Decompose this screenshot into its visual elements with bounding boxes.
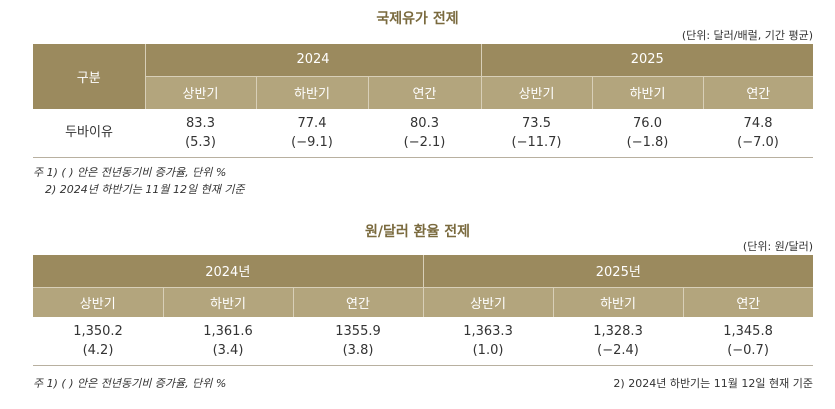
fx-cell: 1,350.2 (4.2) — [33, 317, 163, 366]
oil-unit-label: (단위: 달러/배럴, 기간 평균) — [681, 29, 813, 42]
fx-year-2024: 2024년 — [33, 255, 424, 287]
fx-unit-label: (단위: 원/달러) — [742, 240, 813, 253]
fx-period-header: 연간 — [292, 286, 424, 317]
fx-period-header: 상반기 — [422, 286, 554, 317]
oil-period-header: 상반기 — [480, 75, 593, 109]
oil-change: (−9.1) — [291, 134, 333, 150]
oil-change: (−1.8) — [626, 134, 669, 150]
fx-value: 1355.9 — [335, 323, 381, 339]
fx-change: (−2.4) — [597, 342, 639, 358]
oil-value: 80.3 — [410, 115, 439, 131]
oil-cell: 76.0 (−1.8) — [592, 109, 704, 158]
fx-change: (1.0) — [472, 342, 504, 358]
fx-cell: 1,363.3 (1.0) — [423, 317, 554, 366]
oil-change: (−11.7) — [511, 134, 562, 150]
oil-change: (5.3) — [185, 134, 216, 150]
fx-change: (−0.7) — [727, 342, 769, 358]
oil-value: 83.3 — [186, 115, 215, 131]
fx-cell: 1,328.3 (−2.4) — [553, 317, 684, 366]
oil-value: 73.5 — [522, 115, 551, 131]
oil-value: 76.0 — [633, 115, 662, 131]
fx-change: (3.4) — [212, 342, 244, 358]
fx-value: 1,328.3 — [593, 323, 643, 339]
oil-cell: 83.3 (5.3) — [145, 109, 256, 158]
oil-row-label: 두바이유 — [33, 109, 145, 158]
oil-period-header: 연간 — [367, 75, 482, 109]
oil-period-header: 하반기 — [255, 75, 368, 109]
oil-price-table: 구분 2024 2025 상반기 하반기 연간 상반기 하반기 연간 두바이유 … — [33, 44, 814, 158]
oil-table-title: 국제유가 전제 — [376, 11, 459, 27]
fx-value: 1,345.8 — [723, 323, 773, 339]
oil-change: (−2.1) — [403, 134, 446, 150]
fx-note-2: 2) 2024년 하반기는 11월 12일 현재 기준 — [613, 377, 813, 390]
fx-period-header: 연간 — [682, 286, 814, 317]
fx-period-header: 하반기 — [162, 286, 293, 317]
fx-note-1: 주 1) ( ) 안은 전년동기비 증가율, 단위 % — [33, 377, 227, 390]
oil-year-2025: 2025 — [480, 44, 814, 76]
fx-cell: 1,361.6 (3.4) — [163, 317, 293, 366]
oil-cell: 77.4 (−9.1) — [256, 109, 368, 158]
fx-rate-table: 2024년 2025년 상반기 하반기 연간 상반기 하반기 연간 1,350.… — [33, 255, 814, 366]
oil-period-header: 상반기 — [144, 75, 256, 109]
oil-period-header: 연간 — [702, 75, 814, 109]
fx-table-title: 원/달러 환율 전제 — [364, 224, 471, 240]
oil-value: 77.4 — [297, 115, 327, 131]
oil-note-1: 주 1) ( ) 안은 전년동기비 증가율, 단위 % — [33, 166, 227, 179]
fx-cell: 1,345.8 (−0.7) — [683, 317, 814, 366]
oil-row-header: 구분 — [33, 44, 145, 109]
table-row: 두바이유 83.3 (5.3) 77.4 (−9.1) 80.3 (−2.1) 73.… — [33, 109, 814, 158]
oil-year-2024: 2024 — [144, 44, 482, 76]
fx-period-header: 하반기 — [552, 286, 684, 317]
table-row: 1,350.2 (4.2) 1,361.6 (3.4) 1355.9 (3.8) 1,… — [33, 317, 814, 366]
fx-cell: 1355.9 (3.8) — [293, 317, 424, 366]
fx-period-header: 상반기 — [33, 286, 163, 317]
oil-note-2: 2) 2024년 하반기는 11월 12일 현재 기준 — [45, 183, 245, 196]
fx-year-2025: 2025년 — [422, 255, 814, 287]
oil-value: 74.8 — [743, 115, 773, 131]
fx-value: 1,363.3 — [463, 323, 513, 339]
fx-value: 1,350.2 — [73, 323, 123, 339]
oil-cell: 73.5 (−11.7) — [481, 109, 593, 158]
oil-cell: 80.3 (−2.1) — [368, 109, 482, 158]
fx-value: 1,361.6 — [203, 323, 253, 339]
fx-change: (3.8) — [342, 342, 374, 358]
oil-cell: 74.8 (−7.0) — [703, 109, 814, 158]
fx-change: (4.2) — [82, 342, 114, 358]
oil-change: (−7.0) — [737, 134, 779, 150]
oil-period-header: 하반기 — [591, 75, 704, 109]
